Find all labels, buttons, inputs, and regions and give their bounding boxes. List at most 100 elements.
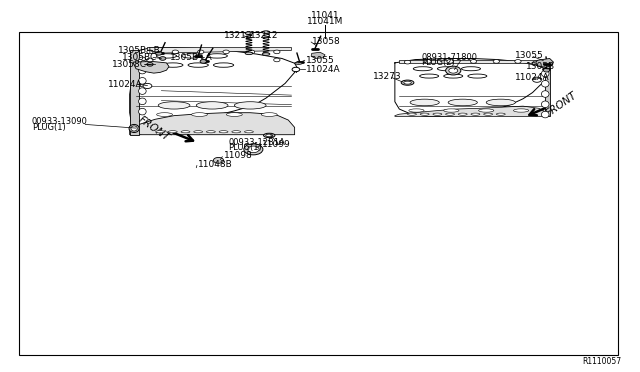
Text: 1305BC: 1305BC xyxy=(122,52,157,61)
Ellipse shape xyxy=(294,62,302,64)
Bar xyxy=(19,32,618,355)
Polygon shape xyxy=(133,61,169,73)
Text: 00933-13090: 00933-13090 xyxy=(32,118,88,126)
Circle shape xyxy=(198,50,204,54)
Ellipse shape xyxy=(131,126,137,131)
Ellipse shape xyxy=(461,67,481,71)
Circle shape xyxy=(143,83,152,89)
Text: 11041M: 11041M xyxy=(307,17,343,26)
Ellipse shape xyxy=(513,109,529,112)
Text: 00933-12B1A: 00933-12B1A xyxy=(228,138,285,147)
Circle shape xyxy=(159,57,166,60)
Ellipse shape xyxy=(168,131,177,133)
Ellipse shape xyxy=(410,99,439,106)
Text: PLUG(1): PLUG(1) xyxy=(228,142,262,152)
Circle shape xyxy=(515,60,521,63)
Circle shape xyxy=(445,66,461,75)
Text: 13058C: 13058C xyxy=(112,60,147,69)
Circle shape xyxy=(147,58,153,62)
Text: 13055: 13055 xyxy=(306,56,335,65)
Ellipse shape xyxy=(264,133,275,138)
Ellipse shape xyxy=(444,74,463,78)
Ellipse shape xyxy=(181,131,190,133)
Circle shape xyxy=(274,58,280,62)
Text: 13212: 13212 xyxy=(250,31,278,39)
Ellipse shape xyxy=(262,31,270,33)
Circle shape xyxy=(449,68,458,73)
Ellipse shape xyxy=(497,113,505,115)
Circle shape xyxy=(532,61,539,65)
Circle shape xyxy=(244,144,263,155)
Ellipse shape xyxy=(458,113,467,115)
Ellipse shape xyxy=(479,109,494,112)
Ellipse shape xyxy=(207,54,227,58)
Ellipse shape xyxy=(413,67,432,71)
Text: 13055: 13055 xyxy=(515,51,544,60)
Ellipse shape xyxy=(232,131,241,133)
Ellipse shape xyxy=(261,113,277,116)
Ellipse shape xyxy=(445,113,454,115)
Ellipse shape xyxy=(219,131,228,133)
Circle shape xyxy=(425,60,431,63)
Ellipse shape xyxy=(138,98,146,105)
Polygon shape xyxy=(399,60,547,63)
Text: FRONT: FRONT xyxy=(136,115,171,144)
Ellipse shape xyxy=(486,99,515,106)
Text: 11099: 11099 xyxy=(262,141,291,150)
Text: 11098: 11098 xyxy=(223,151,252,160)
Ellipse shape xyxy=(244,131,253,133)
Circle shape xyxy=(200,60,207,63)
Text: 08931-71800: 08931-71800 xyxy=(422,53,477,62)
Ellipse shape xyxy=(541,80,549,87)
Polygon shape xyxy=(545,60,550,116)
Ellipse shape xyxy=(207,131,215,133)
Ellipse shape xyxy=(194,131,203,133)
Ellipse shape xyxy=(157,113,173,116)
Ellipse shape xyxy=(191,113,207,116)
Circle shape xyxy=(470,60,477,63)
Circle shape xyxy=(223,50,229,54)
Text: FRONT: FRONT xyxy=(544,90,579,119)
Circle shape xyxy=(172,50,179,54)
Circle shape xyxy=(213,157,223,163)
Ellipse shape xyxy=(448,99,477,106)
Ellipse shape xyxy=(541,101,549,108)
Text: 11024A: 11024A xyxy=(306,65,340,74)
Circle shape xyxy=(404,60,411,64)
Ellipse shape xyxy=(196,102,228,109)
Ellipse shape xyxy=(401,80,414,85)
Ellipse shape xyxy=(444,109,459,112)
Polygon shape xyxy=(130,113,294,135)
Circle shape xyxy=(248,50,255,54)
Ellipse shape xyxy=(158,102,190,109)
Text: 1305B+B: 1305B+B xyxy=(118,46,161,55)
Ellipse shape xyxy=(245,52,253,55)
Ellipse shape xyxy=(266,134,273,137)
Circle shape xyxy=(147,62,153,66)
Ellipse shape xyxy=(163,63,183,67)
Circle shape xyxy=(274,50,280,54)
Ellipse shape xyxy=(188,63,209,67)
Ellipse shape xyxy=(408,113,417,115)
Ellipse shape xyxy=(262,53,270,55)
Text: 11041: 11041 xyxy=(311,11,339,20)
Polygon shape xyxy=(395,106,547,116)
Text: 11024A: 11024A xyxy=(515,73,550,82)
Ellipse shape xyxy=(468,74,487,78)
Text: 11024A: 11024A xyxy=(108,80,142,89)
Ellipse shape xyxy=(541,111,549,118)
Text: PLUG(1): PLUG(1) xyxy=(32,123,66,132)
Ellipse shape xyxy=(138,88,146,94)
Ellipse shape xyxy=(138,77,146,84)
Ellipse shape xyxy=(138,108,146,115)
Text: PLUG(2): PLUG(2) xyxy=(422,58,455,67)
Polygon shape xyxy=(311,52,325,58)
Circle shape xyxy=(493,60,500,63)
Circle shape xyxy=(147,50,153,54)
Text: 13058: 13058 xyxy=(312,38,341,46)
Ellipse shape xyxy=(234,102,266,109)
Text: 13213: 13213 xyxy=(223,31,252,39)
Ellipse shape xyxy=(404,81,412,84)
Ellipse shape xyxy=(227,113,243,116)
Polygon shape xyxy=(536,58,554,67)
